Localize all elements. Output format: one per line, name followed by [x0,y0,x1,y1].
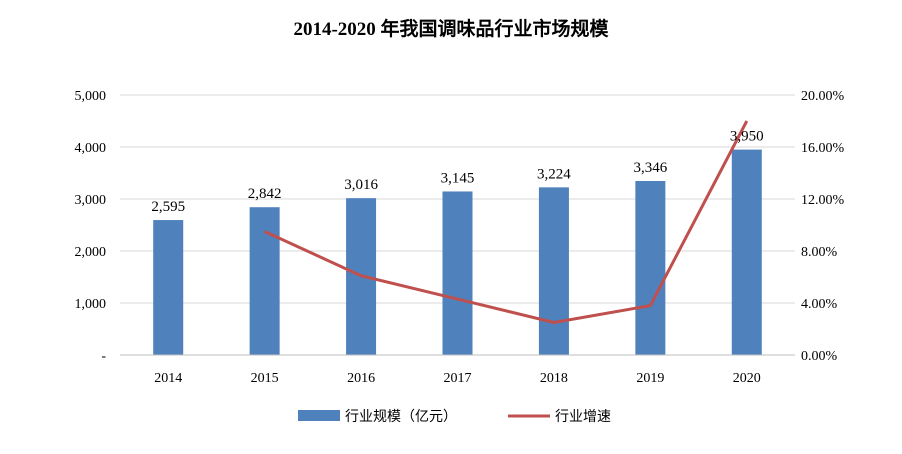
legend-label-line: 行业增速 [555,409,611,425]
bar [153,220,184,355]
left-axis-tick-label: 4,000 [75,141,107,156]
x-axis-tick-label: 2017 [444,371,472,386]
x-axis-tick-label: 2016 [347,371,375,386]
right-axis-tick-label: 4.00% [801,297,838,312]
x-axis-tick-label: 2014 [154,371,182,386]
right-axis-tick-label: 16.00% [801,141,845,156]
x-axis-tick-label: 2018 [540,371,568,386]
bar-value-label: 3,950 [730,129,764,145]
bar-value-label: 3,016 [344,177,378,193]
bar [249,207,280,355]
bar [538,187,569,355]
legend-swatch-bar [298,410,340,421]
bar-value-label: 2,595 [151,199,185,215]
bar-value-label: 3,224 [537,166,571,182]
chart-title: 2014-2020 年我国调味品行业市场规模 [293,19,609,40]
right-axis-tick-label: 0.00% [801,349,838,364]
line-series [264,120,749,324]
x-axis-tick-label: 2015 [251,371,279,386]
bar [731,149,762,355]
left-axis-tick-label: 1,000 [75,297,107,312]
left-axis-tick-label: 5,000 [75,89,107,104]
bar-value-label: 2,842 [248,186,282,202]
x-axis-tick-label: 2020 [733,371,761,386]
left-axis-tick-label: - [101,349,106,364]
right-axis: 0.00% 4.00% 8.00% 12.00% 16.00% 20.00% [801,89,845,364]
left-axis: - 1,000 2,000 3,000 4,000 5,000 [75,89,107,364]
right-axis-tick-label: 8.00% [801,245,838,260]
x-axis-tick-label: 2019 [636,371,664,386]
legend: 行业规模（亿元） 行业增速 [298,409,611,425]
right-axis-tick-label: 20.00% [801,89,845,104]
growth-line [264,120,749,324]
bar-series [153,149,762,355]
x-axis: 2014 2015 2016 2017 2018 2019 2020 [120,354,795,386]
left-axis-tick-label: 2,000 [75,245,107,260]
legend-label-bar: 行业规模（亿元） [345,409,457,425]
bar-value-label: 3,346 [633,160,667,176]
right-axis-tick-label: 12.00% [801,193,845,208]
bar [442,191,473,355]
bar [635,181,666,355]
data-labels: 2,595 2,842 3,016 3,145 3,224 3,346 3,950 [151,129,763,215]
left-axis-tick-label: 3,000 [75,193,107,208]
bar-value-label: 3,145 [441,170,475,186]
